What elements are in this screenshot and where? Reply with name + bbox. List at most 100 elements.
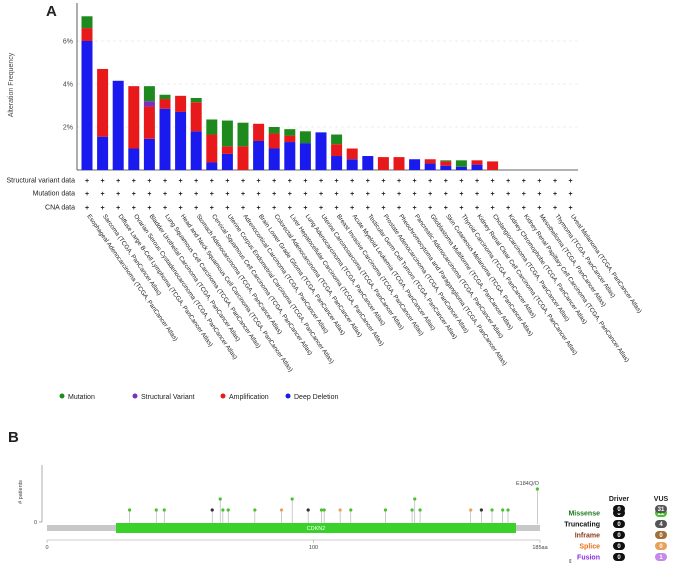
row-plus-marker: + — [428, 205, 432, 212]
hotspot-annotation: E184Q/O — [516, 481, 540, 487]
lollipop-head — [279, 508, 284, 512]
bar-deep-deletion — [190, 131, 202, 170]
x-ticks-b: 0 100 185aa — [45, 540, 549, 551]
lollipop-head — [210, 508, 214, 512]
row-plus-marker: + — [288, 191, 292, 198]
row-plus-marker: + — [210, 178, 214, 185]
table-row-label: Truncating — [564, 522, 600, 529]
bar-deep-deletion — [268, 148, 280, 170]
x-tick-b-label: 100 — [309, 545, 318, 551]
bar-mutation — [143, 86, 155, 102]
lollipop-head — [306, 508, 310, 512]
y-axis-label-a: Alteration Frequency — [8, 52, 15, 117]
row-plus-marker: + — [537, 205, 541, 212]
bars-a — [81, 16, 499, 170]
row-plus-marker: + — [397, 205, 401, 212]
x-tick-b-label: 0 — [45, 545, 48, 551]
bar-amplification — [81, 28, 93, 41]
panel-b-letter: B — [8, 429, 19, 446]
row-plus-marker: + — [288, 178, 292, 185]
row-plus-marker: + — [350, 178, 354, 185]
row-plus-marker: + — [413, 178, 417, 185]
lollipop-head — [490, 508, 494, 512]
lollipop-head — [319, 508, 324, 512]
bar-mutation — [81, 16, 93, 29]
row-plus-marker: + — [210, 191, 214, 198]
row-plus-marker: + — [350, 191, 354, 198]
y-ticks-a: 6% 4% 2% — [63, 39, 73, 132]
row-plus-marker: + — [475, 191, 479, 198]
bar-mutation — [440, 160, 452, 162]
vus-pill — [655, 531, 667, 539]
bar-deep-deletion — [455, 166, 467, 170]
row-plus-marker: + — [506, 178, 510, 185]
bar-deep-deletion — [97, 136, 109, 170]
row-plus-marker: + — [163, 191, 167, 198]
bar-amplification — [253, 123, 265, 141]
row-plus-marker: + — [132, 178, 136, 185]
vus-total-pill — [655, 505, 667, 513]
table-sort-icon[interactable]: ⇕ — [568, 558, 573, 565]
bar-mutation — [284, 129, 296, 136]
row-plus-marker: + — [397, 191, 401, 198]
bar-mutation — [159, 94, 171, 100]
vus-count: 0 — [659, 533, 663, 539]
y-tick-b-label: 0 — [34, 520, 37, 526]
bar-deep-deletion — [424, 163, 436, 170]
row-plus-marker: + — [413, 205, 417, 212]
table-row-label: Missense — [568, 511, 600, 518]
bar-amplification — [487, 161, 499, 170]
table-row-label: Inframe — [575, 533, 600, 540]
row-plus-marker: + — [428, 178, 432, 185]
bar-amplification — [471, 160, 483, 165]
y-tick-label: 6% — [63, 39, 73, 46]
row-plus-marker: + — [522, 178, 526, 185]
row-plus-marker: + — [101, 205, 105, 212]
lollipop-head — [338, 508, 342, 512]
row-plus-marker: + — [413, 191, 417, 198]
row-plus-marker: + — [272, 178, 276, 185]
vus-pill — [655, 542, 667, 550]
row-plus-marker: + — [257, 191, 261, 198]
legend-mutation: Mutation — [68, 394, 95, 401]
bar-deep-deletion — [159, 108, 171, 170]
bar-amplification — [268, 133, 280, 149]
row-plus-marker: + — [522, 205, 526, 212]
row-plus-marker: + — [101, 191, 105, 198]
row-plus-marker: + — [491, 178, 495, 185]
bar-mutation — [299, 131, 311, 144]
row-plus-marker: + — [116, 191, 120, 198]
lollipop-head — [383, 508, 388, 512]
bar-amplification — [237, 146, 249, 170]
driver-count: 0 — [617, 533, 621, 539]
row-plus-marker: + — [459, 191, 463, 198]
category-label: Kidney Renal Papillary Cell Carcinoma (T… — [522, 213, 630, 364]
row-plus-marker: + — [522, 191, 526, 198]
bar-amplification — [440, 161, 452, 166]
row-plus-marker: + — [397, 178, 401, 185]
row-plus-marker: + — [210, 205, 214, 212]
bar-amplification — [159, 99, 171, 109]
panel-a-letter: A — [46, 3, 57, 20]
lollipop-head — [162, 508, 166, 512]
row-plus-marker: + — [147, 178, 151, 185]
row-plus-marker: + — [475, 205, 479, 212]
bar-mutation — [268, 127, 280, 134]
bar-deep-deletion — [81, 41, 93, 170]
mutation-type-table: Driver VUS Missense 0 22 Truncating 0 4 Infram… — [564, 496, 668, 565]
bar-deep-deletion — [284, 142, 296, 170]
lollipop-head — [154, 508, 158, 512]
table-header-driver: Driver — [609, 496, 630, 503]
row-plus-marker: + — [163, 178, 167, 185]
bar-mutation — [237, 122, 249, 147]
row-plus-marker: + — [225, 178, 229, 185]
x-tick-b-label: 185aa — [532, 545, 548, 551]
vus-count: 1 — [659, 555, 663, 561]
row-plus-marker: + — [85, 178, 89, 185]
bar-deep-deletion — [128, 148, 140, 170]
lollipop-head — [410, 508, 414, 512]
bar-amplification — [128, 86, 140, 149]
row-plus-marker: + — [335, 178, 339, 185]
